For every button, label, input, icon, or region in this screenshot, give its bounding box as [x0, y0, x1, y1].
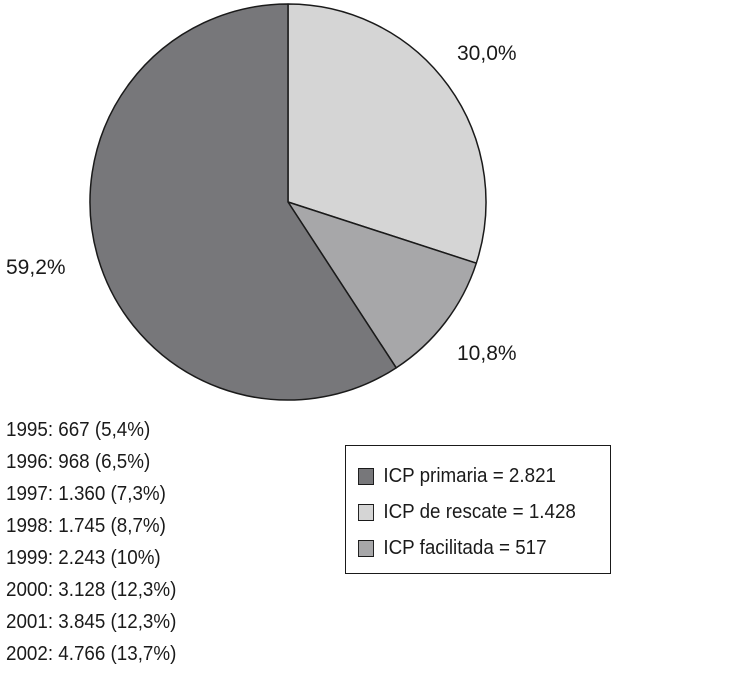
legend-item-rescate: ICP de rescate = 1.428: [358, 494, 595, 530]
legend-swatch-rescate: [358, 503, 374, 521]
slice-primaria: [89, 3, 397, 401]
legend-swatch-facilitada: [358, 539, 374, 557]
yearly-total-1998: 1998: 1.745 (8,7%): [6, 515, 166, 537]
yearly-total-1995: 1995: 667 (5,4%): [6, 419, 151, 441]
slice-label-primaria: 59,2%: [6, 256, 66, 279]
legend-label-rescate: ICP de rescate = 1.428: [383, 500, 576, 523]
yearly-total-2002: 2002: 4.766 (13,7%): [6, 643, 177, 665]
legend-item-facilitada: ICP facilitada = 517: [358, 530, 595, 566]
yearly-total-1996: 1996: 968 (6,5%): [6, 451, 151, 473]
yearly-total-2001: 2001: 3.845 (12,3%): [6, 611, 177, 633]
yearly-total-1997: 1997: 1.360 (7,3%): [6, 483, 166, 505]
pie-slices: [89, 3, 487, 401]
legend-label-primaria: ICP primaria = 2.821: [383, 464, 556, 487]
yearly-total-1999: 1999: 2.243 (10%): [6, 547, 161, 569]
slice-label-facilitada: 10,8%: [457, 342, 517, 365]
legend-label-facilitada: ICP facilitada = 517: [383, 536, 547, 559]
yearly-totals-list: 1995: 667 (5,4%) 1996: 968 (6,5%) 1997: …: [6, 414, 176, 670]
pie-chart: 30,0% 10,8% 59,2%: [6, 3, 517, 401]
yearly-total-2000: 2000: 3.128 (12,3%): [6, 579, 177, 601]
pie-labels: 30,0% 10,8% 59,2%: [6, 42, 517, 365]
legend-swatch-primaria: [358, 467, 374, 485]
slice-label-rescate: 30,0%: [457, 42, 517, 65]
slice-facilitada: [287, 201, 478, 369]
slice-rescate: [287, 3, 487, 264]
chart-legend: ICP primaria = 2.821 ICP de rescate = 1.…: [345, 445, 611, 574]
legend-item-primaria: ICP primaria = 2.821: [358, 458, 595, 494]
